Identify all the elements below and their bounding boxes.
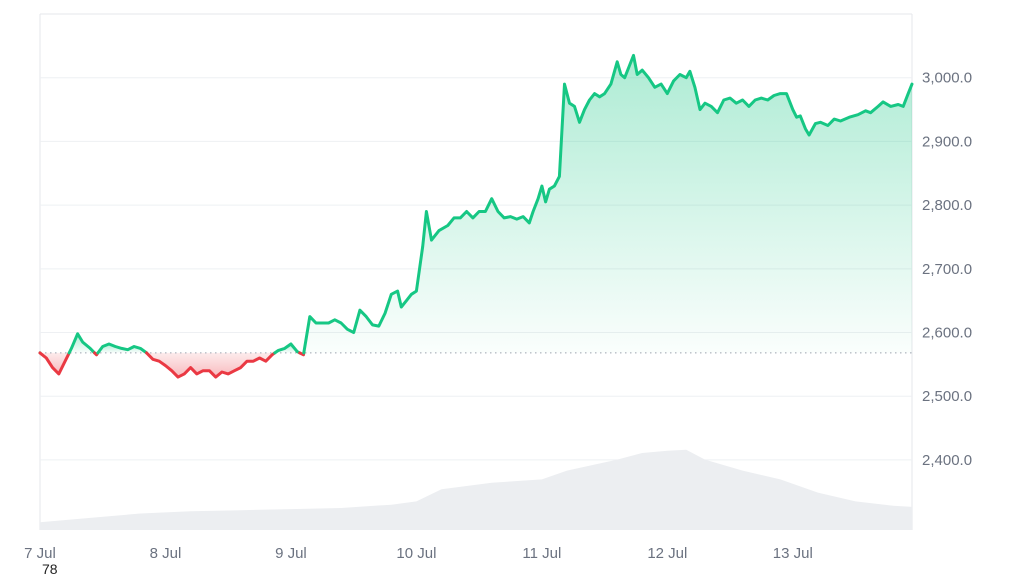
price-line-down xyxy=(145,351,277,379)
x-tick-label: 11 Jul xyxy=(522,545,561,562)
price-fill-up xyxy=(303,55,912,353)
price-fill-down xyxy=(146,352,275,378)
y-tick-label: 3,000.0 xyxy=(922,70,972,87)
y-tick-label: 2,800.0 xyxy=(922,197,972,214)
x-tick-label: 10 Jul xyxy=(396,545,436,562)
y-tick-label: 2,400.0 xyxy=(922,452,972,469)
volume-shape xyxy=(40,449,912,530)
gridlines xyxy=(40,77,912,461)
y-axis-labels: 3,000.0 2,900.0 2,800.0 2,700.0 2,600.0 2,500… xyxy=(922,70,972,469)
price-line-up xyxy=(273,342,302,355)
y-tick-label: 2,500.0 xyxy=(922,388,972,405)
x-tick-label: 9 Jul xyxy=(275,545,307,562)
price-line-up xyxy=(67,332,97,355)
x-tick-label: 13 Jul xyxy=(773,545,813,562)
x-tick-label: 7 Jul xyxy=(24,545,56,562)
price-line-up xyxy=(302,53,914,355)
y-tick-label: 2,700.0 xyxy=(922,261,972,278)
y-tick-label: 2,600.0 xyxy=(922,325,972,342)
y-tick-label: 2,900.0 xyxy=(922,133,972,150)
price-fill-up xyxy=(97,344,147,353)
corner-label: 78 xyxy=(42,561,58,577)
price-line-down xyxy=(38,351,71,376)
price-line xyxy=(38,53,914,379)
x-tick-label: 12 Jul xyxy=(647,545,687,562)
x-axis-labels: 7 Jul 8 Jul 9 Jul 10 Jul 11 Jul 12 Jul 13 Jul xyxy=(24,545,813,562)
price-line-up xyxy=(96,342,149,355)
volume-area xyxy=(40,449,912,530)
x-tick-label: 8 Jul xyxy=(150,545,182,562)
